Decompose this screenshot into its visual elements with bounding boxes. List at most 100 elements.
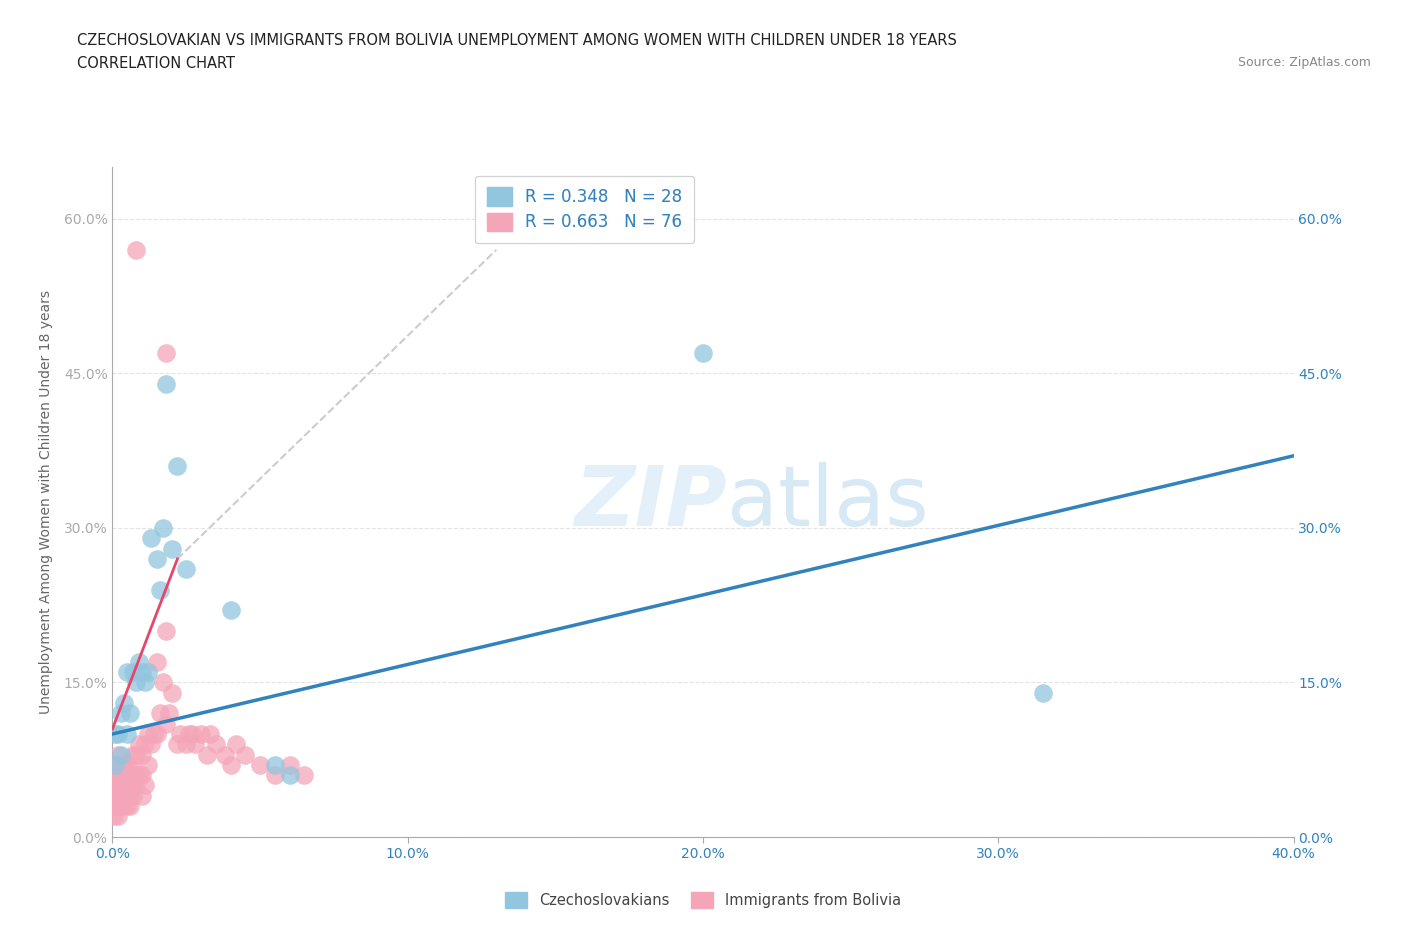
Point bbox=[122, 789, 145, 804]
Legend: Czechoslovakians, Immigrants from Bolivia: Czechoslovakians, Immigrants from Bolivi… bbox=[499, 886, 907, 913]
Point bbox=[117, 799, 138, 814]
Point bbox=[190, 726, 212, 741]
Point bbox=[155, 623, 177, 638]
Point bbox=[160, 685, 183, 700]
Point bbox=[155, 345, 177, 360]
Point bbox=[131, 789, 153, 804]
Point bbox=[181, 726, 204, 741]
Point bbox=[139, 531, 162, 546]
Point bbox=[155, 377, 177, 392]
Point bbox=[278, 768, 301, 783]
Text: CORRELATION CHART: CORRELATION CHART bbox=[77, 56, 235, 71]
Point bbox=[278, 757, 301, 772]
Point bbox=[146, 655, 169, 670]
Point bbox=[195, 747, 218, 762]
Point bbox=[112, 696, 135, 711]
Point bbox=[107, 789, 129, 804]
Point bbox=[103, 809, 125, 824]
Point bbox=[174, 562, 197, 577]
Point bbox=[107, 757, 129, 772]
Point bbox=[136, 665, 159, 680]
Point bbox=[120, 799, 142, 814]
Point bbox=[205, 737, 228, 751]
Point bbox=[146, 551, 169, 566]
Point bbox=[219, 757, 242, 772]
Point bbox=[134, 675, 156, 690]
Point bbox=[174, 737, 197, 751]
Point bbox=[152, 675, 174, 690]
Point bbox=[107, 747, 129, 762]
Point bbox=[157, 706, 180, 721]
Point bbox=[214, 747, 236, 762]
Point bbox=[110, 768, 132, 783]
Point bbox=[292, 768, 315, 783]
Point bbox=[125, 778, 148, 793]
Point bbox=[104, 757, 127, 772]
Point bbox=[233, 747, 256, 762]
Point bbox=[125, 768, 148, 783]
Point bbox=[128, 768, 150, 783]
Point bbox=[155, 716, 177, 731]
Point bbox=[1032, 685, 1054, 700]
Point bbox=[120, 768, 142, 783]
Point bbox=[112, 757, 135, 772]
Point bbox=[110, 799, 132, 814]
Point bbox=[117, 768, 138, 783]
Point bbox=[169, 726, 191, 741]
Point bbox=[134, 737, 156, 751]
Point bbox=[131, 768, 153, 783]
Text: CZECHOSLOVAKIAN VS IMMIGRANTS FROM BOLIVIA UNEMPLOYMENT AMONG WOMEN WITH CHILDRE: CZECHOSLOVAKIAN VS IMMIGRANTS FROM BOLIV… bbox=[77, 33, 957, 47]
Point bbox=[166, 458, 188, 473]
Point bbox=[131, 747, 153, 762]
Point bbox=[104, 726, 127, 741]
Point bbox=[117, 778, 138, 793]
Point bbox=[249, 757, 271, 772]
Point bbox=[142, 726, 165, 741]
Point bbox=[117, 757, 138, 772]
Point bbox=[122, 665, 145, 680]
Point bbox=[152, 521, 174, 536]
Point bbox=[149, 582, 172, 597]
Point bbox=[104, 768, 127, 783]
Point bbox=[149, 706, 172, 721]
Point bbox=[125, 243, 148, 258]
Point bbox=[120, 706, 142, 721]
Point bbox=[107, 809, 129, 824]
Point bbox=[122, 747, 145, 762]
Text: Source: ZipAtlas.com: Source: ZipAtlas.com bbox=[1237, 56, 1371, 69]
Point bbox=[225, 737, 247, 751]
Point bbox=[107, 726, 129, 741]
Point bbox=[107, 799, 129, 814]
Point bbox=[122, 778, 145, 793]
Point bbox=[692, 345, 714, 360]
Point bbox=[264, 757, 287, 772]
Point bbox=[128, 737, 150, 751]
Point bbox=[104, 778, 127, 793]
Text: ZIP: ZIP bbox=[574, 461, 727, 543]
Point bbox=[166, 737, 188, 751]
Point bbox=[117, 665, 138, 680]
Point bbox=[219, 603, 242, 618]
Point bbox=[184, 737, 207, 751]
Point bbox=[112, 799, 135, 814]
Point bbox=[110, 747, 132, 762]
Point bbox=[110, 778, 132, 793]
Point bbox=[136, 726, 159, 741]
Y-axis label: Unemployment Among Women with Children Under 18 years: Unemployment Among Women with Children U… bbox=[38, 290, 52, 714]
Point bbox=[136, 757, 159, 772]
Point bbox=[120, 757, 142, 772]
Point bbox=[112, 778, 135, 793]
Point bbox=[117, 726, 138, 741]
Point bbox=[125, 675, 148, 690]
Point bbox=[139, 737, 162, 751]
Point bbox=[104, 799, 127, 814]
Legend: R = 0.348   N = 28, R = 0.663   N = 76: R = 0.348 N = 28, R = 0.663 N = 76 bbox=[475, 176, 695, 243]
Point bbox=[134, 778, 156, 793]
Point bbox=[146, 726, 169, 741]
Point bbox=[110, 706, 132, 721]
Text: atlas: atlas bbox=[727, 461, 928, 543]
Point bbox=[125, 747, 148, 762]
Point bbox=[179, 726, 201, 741]
Point bbox=[117, 789, 138, 804]
Point bbox=[107, 778, 129, 793]
